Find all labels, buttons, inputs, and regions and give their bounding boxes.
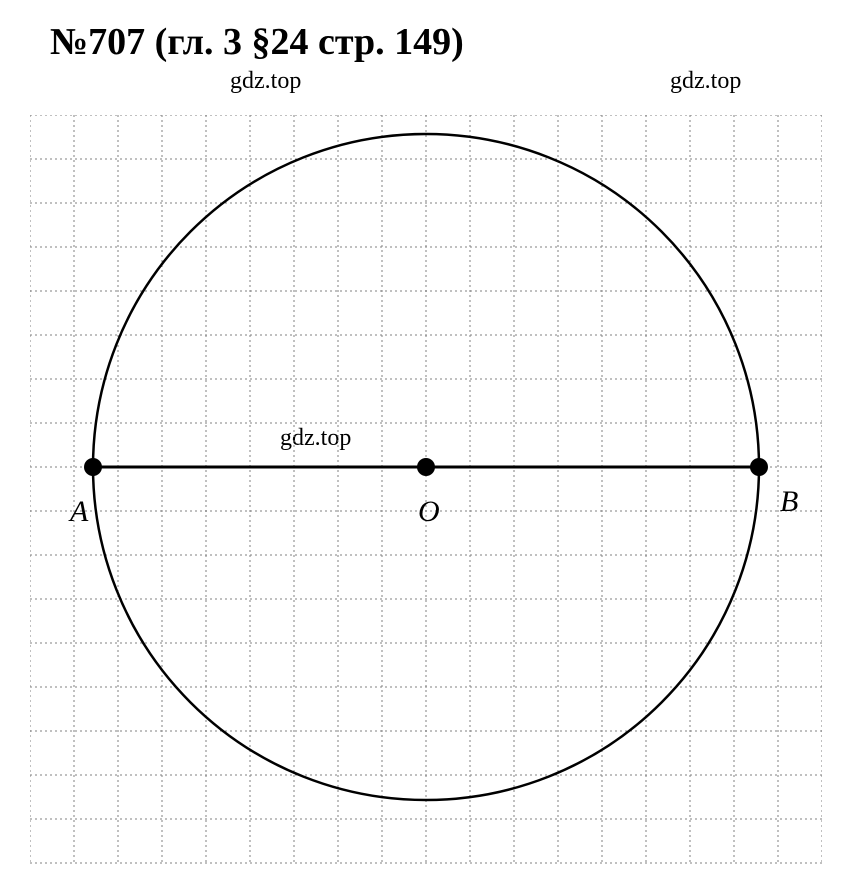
watermark-text: gdz.top bbox=[670, 68, 741, 95]
point-label-A: A bbox=[70, 495, 88, 529]
point-A bbox=[84, 458, 102, 476]
point-O bbox=[417, 458, 435, 476]
point-label-O: O bbox=[418, 495, 440, 529]
geometry-diagram: AOB bbox=[30, 115, 822, 875]
page-title: №707 (гл. 3 §24 стр. 149) bbox=[50, 20, 464, 64]
grid-lines bbox=[30, 115, 822, 863]
point-B bbox=[750, 458, 768, 476]
point-label-B: B bbox=[780, 485, 798, 519]
watermark-text: gdz.top bbox=[230, 68, 301, 95]
